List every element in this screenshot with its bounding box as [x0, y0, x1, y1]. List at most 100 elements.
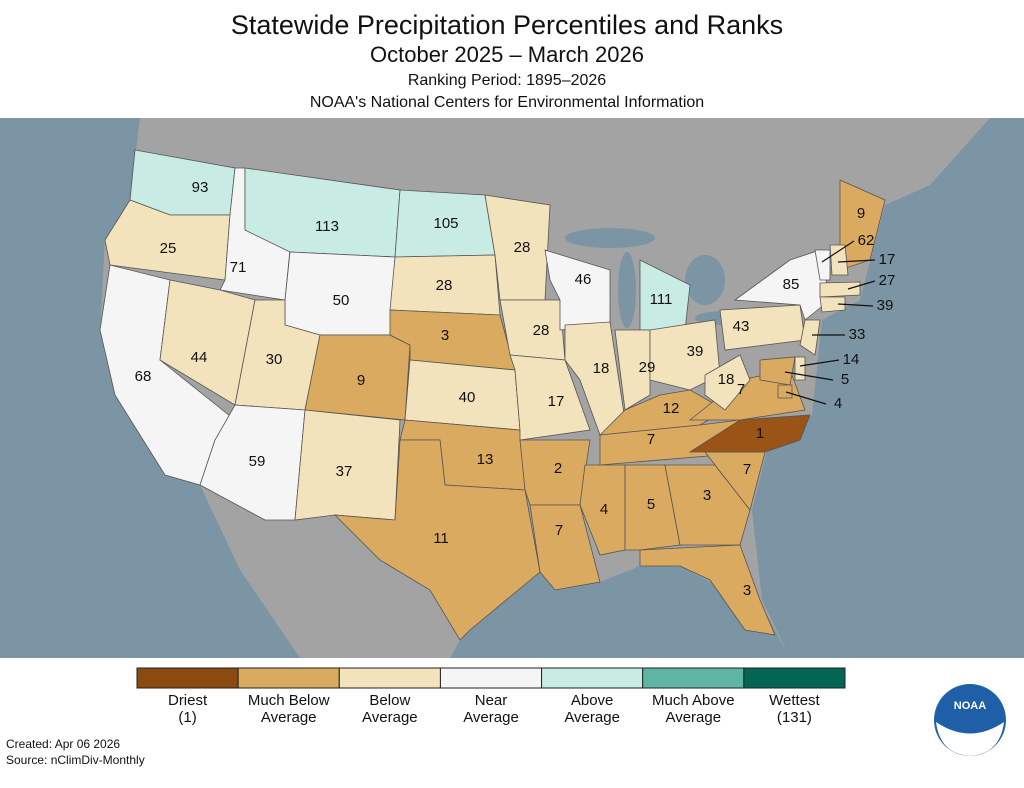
state [829, 244, 849, 276]
state [304, 334, 411, 421]
legend-label: Below [369, 692, 410, 709]
state [777, 384, 793, 399]
lake [618, 252, 636, 328]
state-rank: 111 [650, 291, 673, 308]
state-rank: 28 [514, 239, 531, 256]
state-rank: 5 [647, 496, 655, 513]
atlantic [752, 118, 1024, 658]
state-rank: 4 [834, 395, 842, 412]
legend-label: Average [362, 709, 418, 726]
state-rank: 25 [160, 240, 177, 257]
gulf [450, 566, 790, 658]
state-rank: 28 [436, 277, 453, 294]
logo-wave [936, 722, 1004, 756]
source: Source: nClimDiv-Monthly [6, 753, 145, 767]
state [819, 296, 846, 313]
state-rank: 43 [733, 318, 750, 335]
state-rank: 29 [639, 359, 656, 376]
state-rank: 39 [687, 343, 704, 360]
legend-label: (1) [178, 709, 196, 726]
state [529, 504, 601, 591]
callout-line [847, 280, 876, 290]
state-rank: 105 [433, 215, 458, 232]
state-rank: 33 [849, 326, 866, 343]
state-rank: 5 [841, 371, 849, 388]
callout-line [837, 259, 876, 263]
legend-label: Average [261, 709, 317, 726]
state-rank: 3 [743, 582, 751, 599]
state-rank: 13 [477, 451, 494, 468]
legend-label: Average [463, 709, 519, 726]
state-rank: 113 [315, 218, 339, 235]
pacific [0, 118, 300, 658]
state [579, 464, 626, 556]
state [624, 464, 681, 551]
subtitle: October 2025 – March 2026 [370, 42, 644, 67]
legend-swatch [439, 667, 543, 689]
state-rank: 4 [600, 501, 608, 518]
logo: NOAA [934, 684, 1006, 756]
state-rank: 18 [593, 360, 610, 377]
period: Ranking Period: 1895–2026 [408, 72, 606, 89]
state-rank: 14 [843, 351, 860, 368]
legend-label: Driest [168, 692, 208, 709]
state [814, 249, 831, 281]
legend-label: Wettest [769, 692, 820, 709]
state-rank: 7 [737, 381, 745, 398]
state-rank: 28 [533, 322, 550, 339]
state [544, 249, 611, 331]
state-rank: 9 [357, 372, 365, 389]
state-rank: 62 [858, 232, 875, 249]
state [333, 439, 541, 641]
legend-swatch [338, 667, 441, 689]
map: 9325687144113503059937105283401311282817… [0, 118, 1024, 658]
state [639, 544, 776, 636]
state-rank: 37 [336, 463, 353, 480]
state-rank: 12 [663, 400, 680, 417]
state-rank: 30 [266, 351, 283, 368]
created: Created: Apr 06 2026 [6, 737, 120, 751]
legend-swatch [743, 667, 846, 689]
legend-swatch [642, 667, 745, 689]
legend-label: Much Below [248, 692, 330, 709]
state-rank: 39 [877, 297, 894, 314]
state [704, 354, 751, 411]
state [819, 281, 861, 298]
state-rank: 3 [703, 487, 711, 504]
state-rank: 59 [249, 453, 266, 470]
legend-label: Above [571, 692, 614, 709]
state-rank: 46 [575, 271, 592, 288]
legend-label: (131) [777, 709, 812, 726]
legend-swatch [237, 667, 340, 689]
state-rank: 7 [647, 431, 655, 448]
callout-line [799, 359, 840, 367]
state-rank: 9 [857, 205, 865, 222]
logo-text: NOAA [954, 700, 986, 712]
state-rank: 18 [718, 371, 735, 388]
state-rank: 85 [783, 276, 800, 293]
state-rank: 40 [459, 389, 476, 406]
state [664, 464, 751, 546]
title: Statewide Precipitation Percentiles and … [231, 10, 783, 40]
state-rank: 44 [191, 349, 208, 366]
state [799, 319, 821, 356]
state [614, 329, 651, 411]
state-rank: 2 [554, 460, 562, 477]
state-rank: 7 [555, 522, 563, 539]
state-rank: 1 [756, 425, 764, 442]
lake [565, 228, 655, 248]
callout-line [784, 371, 834, 381]
state [794, 356, 806, 381]
state-rank: 17 [548, 393, 565, 410]
legend-label: Average [564, 709, 620, 726]
legend-label: Near [475, 692, 508, 709]
state-rank: 3 [441, 327, 449, 344]
callout-line [821, 240, 855, 263]
legend-swatch [136, 667, 239, 689]
state-rank: 7 [743, 461, 751, 478]
legend: Driest(1)Much BelowAverageBelowAverageNe… [136, 667, 846, 726]
callout-line [785, 391, 827, 405]
legend-label: Average [665, 709, 721, 726]
state-rank: 68 [135, 368, 152, 385]
